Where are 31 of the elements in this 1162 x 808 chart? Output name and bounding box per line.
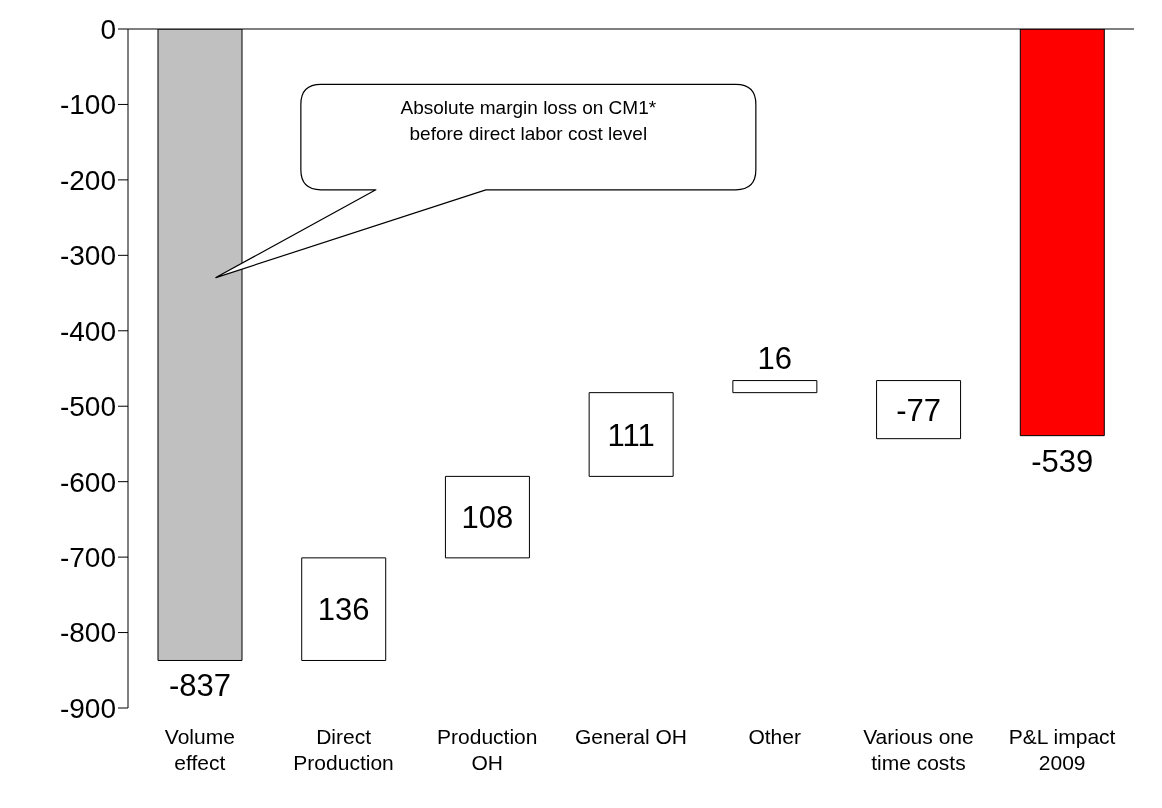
y-tick-label: -700	[59, 542, 116, 574]
bar	[301, 557, 387, 661]
y-tick-label: -900	[59, 692, 116, 724]
data-label: 108	[461, 500, 514, 536]
data-label: -539	[1031, 443, 1094, 479]
y-tick-label: -500	[59, 391, 116, 423]
y-tick-label: -600	[59, 466, 116, 498]
x-tick-label: Various one time costs	[863, 725, 974, 774]
x-tick-label: P&L impact 2009	[1008, 725, 1116, 774]
bar	[588, 392, 674, 477]
bar	[732, 380, 818, 394]
x-tick-label: Volume effect	[164, 725, 235, 774]
y-tick-label: -300	[59, 240, 116, 272]
data-label: 136	[317, 592, 370, 628]
annotation: Absolute margin loss on CM1* before direct labor cost level	[400, 97, 657, 145]
y-tick-label: -200	[59, 164, 116, 196]
data-label: 111	[607, 417, 655, 453]
x-tick-label: General OH	[574, 725, 688, 748]
y-tick-label: -400	[59, 315, 116, 347]
bar	[444, 475, 530, 559]
x-tick-label: Direct Production	[293, 725, 394, 774]
data-label: -837	[168, 668, 232, 704]
data-label: -77	[896, 392, 941, 428]
x-tick-label: Production OH	[437, 725, 538, 774]
x-tick-label: Other	[748, 725, 801, 748]
y-tick-label: -800	[59, 617, 116, 649]
y-tick-label: -100	[59, 89, 116, 121]
y-tick-label: 0	[100, 13, 116, 45]
speech-bubble: Absolute margin loss on CM1* before direct labor cost level	[215, 83, 757, 279]
bar	[876, 380, 962, 440]
data-label: 16	[757, 340, 793, 376]
